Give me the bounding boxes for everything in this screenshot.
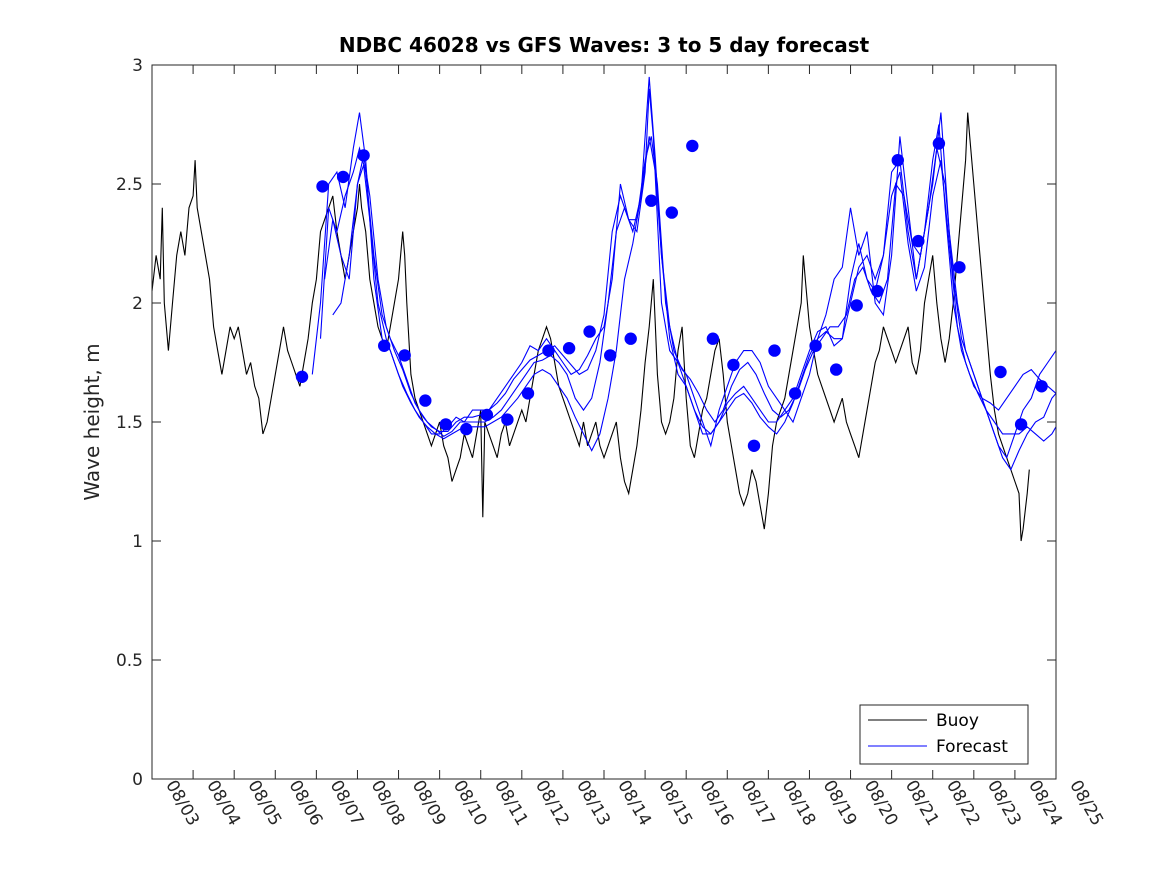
legend: Buoy Forecast bbox=[859, 704, 1029, 765]
forecast-marker bbox=[336, 170, 350, 184]
forecast-marker bbox=[480, 408, 494, 422]
forecast-marker bbox=[542, 344, 555, 357]
chart-title: NDBC 46028 vs GFS Waves: 3 to 5 day fore… bbox=[339, 33, 870, 57]
y-axis-label: Wave height, m bbox=[80, 343, 104, 500]
forecast-marker bbox=[1014, 418, 1028, 431]
forecast-marker bbox=[932, 137, 946, 150]
forecast-marker bbox=[768, 344, 781, 357]
legend-box bbox=[859, 704, 1029, 765]
forecast-marker bbox=[994, 365, 1007, 379]
forecast-marker bbox=[891, 154, 904, 167]
forecast-marker bbox=[788, 387, 802, 400]
forecast-marker bbox=[871, 284, 884, 298]
forecast-marker bbox=[378, 339, 391, 352]
legend-buoy-label: Buoy bbox=[936, 711, 979, 731]
forecast-marker bbox=[295, 370, 309, 383]
forecast-marker bbox=[419, 394, 432, 407]
forecast-marker bbox=[624, 332, 637, 345]
forecast-marker bbox=[850, 299, 863, 312]
forecast-line-2 bbox=[319, 136, 1057, 471]
y-tick-label: 0.5 bbox=[116, 651, 143, 671]
y-tick-label: 3 bbox=[132, 56, 143, 76]
y-tick-label: 1.5 bbox=[116, 413, 143, 433]
plot-area bbox=[152, 65, 1056, 779]
forecast-marker bbox=[398, 349, 411, 362]
y-tick-label: 0 bbox=[132, 770, 143, 790]
forecast-marker bbox=[604, 349, 617, 362]
forecast-marker bbox=[830, 363, 843, 376]
y-tick-label: 2.5 bbox=[116, 175, 143, 195]
forecast-marker bbox=[460, 422, 473, 436]
marker-layer bbox=[295, 137, 1048, 452]
forecast-marker bbox=[439, 418, 452, 431]
forecast-marker bbox=[747, 439, 761, 452]
forecast-marker bbox=[727, 358, 740, 372]
y-tick-label: 2 bbox=[132, 294, 143, 314]
forecast-marker bbox=[1035, 380, 1048, 393]
forecast-marker bbox=[521, 387, 535, 400]
forecast-marker bbox=[686, 139, 699, 153]
forecast-marker bbox=[583, 325, 596, 338]
forecast-marker bbox=[357, 149, 370, 162]
legend-forecast-label: Forecast bbox=[936, 737, 1008, 757]
forecast-marker bbox=[953, 261, 966, 274]
forecast-marker bbox=[665, 206, 678, 219]
forecast-marker bbox=[912, 234, 925, 248]
forecast-marker bbox=[706, 332, 720, 345]
y-tick-label: 1 bbox=[132, 532, 143, 552]
forecast-marker bbox=[645, 194, 658, 207]
forecast-marker bbox=[809, 339, 822, 352]
forecast-marker bbox=[316, 180, 329, 193]
forecast-marker bbox=[501, 413, 514, 426]
forecast-marker bbox=[562, 342, 576, 355]
forecast-line-4 bbox=[332, 136, 1057, 452]
